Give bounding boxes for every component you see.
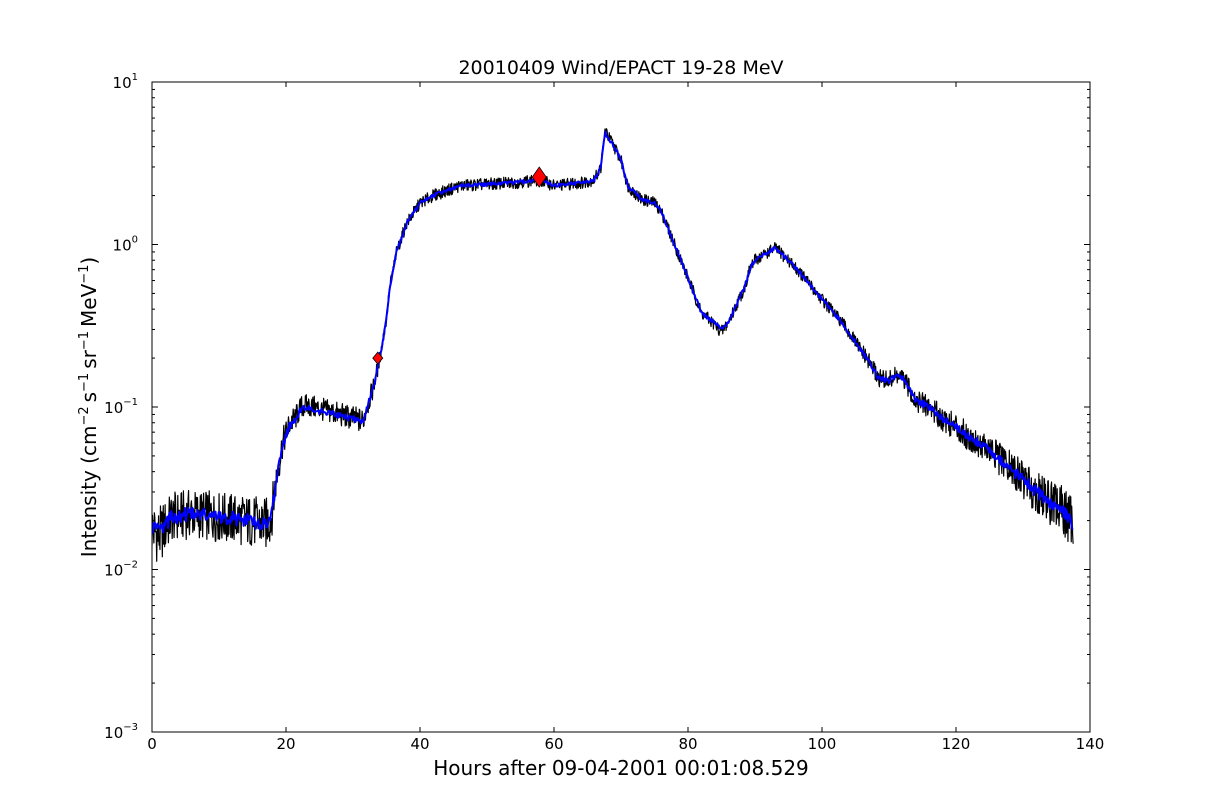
y-axis: 10−3 10−2 10−1 100 101 xyxy=(104,72,1090,742)
marker-layer xyxy=(372,166,547,365)
y-axis-label: Intensity (cm−2 s−1 sr−1 MeV−1) xyxy=(77,257,101,558)
chart-title: 20010409 Wind/EPACT 19-28 MeV xyxy=(458,57,783,79)
onset-marker xyxy=(372,351,384,365)
x-tick-label: 100 xyxy=(808,735,837,753)
y-tick-label: 100 xyxy=(113,235,138,255)
y-tick-label: 10−3 xyxy=(104,722,138,742)
y-tick-label: 10−1 xyxy=(104,397,138,417)
x-tick-label: 60 xyxy=(544,735,563,753)
x-tick-label: 0 xyxy=(147,735,157,753)
x-axis-label: Hours after 09-04-2001 00:01:08.529 xyxy=(433,756,809,780)
peak-marker xyxy=(531,166,547,188)
series-layer xyxy=(152,128,1074,562)
x-tick-label: 40 xyxy=(410,735,429,753)
smoothed-intensity-series xyxy=(152,130,1074,534)
y-tick-label: 101 xyxy=(113,72,138,92)
raw-intensity-series xyxy=(152,128,1074,562)
x-axis: 0 20 40 60 80 100 120 140 xyxy=(147,82,1104,753)
y-tick-label: 10−2 xyxy=(104,560,138,580)
x-tick-label: 120 xyxy=(942,735,971,753)
x-tick-label: 140 xyxy=(1076,735,1105,753)
x-tick-label: 80 xyxy=(678,735,697,753)
x-tick-label: 20 xyxy=(276,735,295,753)
